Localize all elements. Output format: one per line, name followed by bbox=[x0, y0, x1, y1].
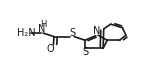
Text: S: S bbox=[69, 28, 75, 38]
Text: H: H bbox=[40, 20, 47, 29]
Text: H₂N: H₂N bbox=[17, 28, 35, 38]
Text: N: N bbox=[93, 26, 100, 36]
Text: N: N bbox=[38, 24, 45, 34]
Text: S: S bbox=[82, 47, 88, 57]
Text: O: O bbox=[47, 44, 54, 54]
